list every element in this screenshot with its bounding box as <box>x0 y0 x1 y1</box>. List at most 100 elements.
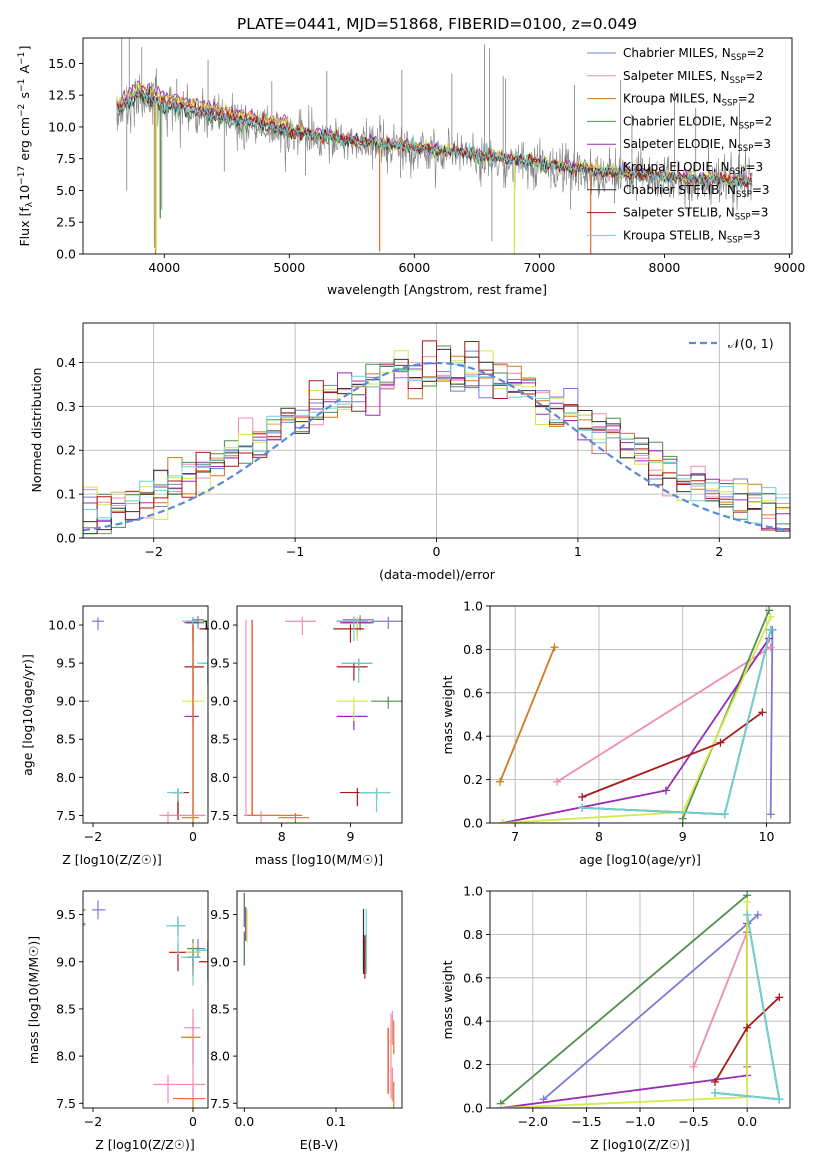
legend-label: Salpeter ELODIE, NSSP=3 <box>623 137 771 154</box>
y-tick-label: 10.0 <box>48 618 76 633</box>
chart-mass_vs_Z: −2 0 7.5 8.0 8.5 9.0 9.5 mass [log10(M/M☉)] Z [l… <box>26 890 209 1152</box>
x-tick-label: 0 <box>433 544 441 559</box>
y-tick-label: 9.5 <box>56 907 76 922</box>
y-tick-label: 7.5 <box>210 1096 230 1111</box>
legend-label: Salpeter MILES, NSSP=2 <box>623 69 763 86</box>
y-tick-label: 0.4 <box>463 729 483 744</box>
axes-frame <box>489 605 791 824</box>
plot-area-weight_vs_Z <box>496 891 784 1108</box>
chart-spectrum: 4000 5000 6000 7000 8000 9000 0.0 2.5 5.0 7.5 10.0… <box>17 37 806 297</box>
x-tick-label: 8 <box>595 829 603 844</box>
x-tick-label: 0 <box>189 1114 197 1129</box>
plot-area-spectrum <box>116 38 753 254</box>
x-axis-label: Z [log10(Z/Z☉)] <box>62 852 162 867</box>
legend-label: Kroupa MILES, NSSP=2 <box>623 92 755 109</box>
x-tick-label: 8 <box>278 829 286 844</box>
axes-frame <box>82 37 793 255</box>
x-axis-label: (data-model)/error <box>379 567 496 582</box>
weight-line <box>581 711 763 798</box>
plot-area-age_vs_Z <box>83 615 208 823</box>
y-tick-label: 10.0 <box>202 618 230 633</box>
y-tick-label: 8.5 <box>210 1001 230 1016</box>
y-tick-label: 9.5 <box>210 907 230 922</box>
plot-area-residuals <box>83 340 790 538</box>
y-tick-label: 0.2 <box>463 772 483 787</box>
y-axis-label: age [log10(age/yr)] <box>20 654 35 776</box>
plot-area-weight_vs_age <box>496 606 777 823</box>
y-axis-label: mass weight <box>440 960 455 1039</box>
y-tick-label: 0.1 <box>56 487 76 502</box>
x-tick-label: 9000 <box>774 260 806 275</box>
y-tick-label: 9.0 <box>210 694 230 709</box>
plot-area-age_vs_mass <box>243 615 402 823</box>
y-tick-label: 0.6 <box>463 970 483 985</box>
legend-label: Kroupa ELODIE, NSSP=3 <box>623 160 763 177</box>
normal-curve <box>83 361 790 532</box>
y-tick-label: 0.8 <box>463 642 483 657</box>
y-tick-label: 0.6 <box>463 685 483 700</box>
legend-label: Chabrier STELIB, NSSP=3 <box>623 183 770 200</box>
x-tick-label: 5000 <box>273 260 305 275</box>
weight-line <box>500 923 748 1108</box>
x-tick-label: −1 <box>286 544 304 559</box>
y-tick-label: 9.0 <box>210 954 230 969</box>
plot-area-mass_vs_ebv <box>243 892 395 1108</box>
x-tick-label: −1.0 <box>625 1114 655 1129</box>
x-tick-label: 0 <box>189 829 197 844</box>
x-tick-label: 0.0 <box>234 1114 254 1129</box>
x-axis-label: E(B-V) <box>300 1137 339 1152</box>
x-tick-label: 2 <box>715 544 723 559</box>
y-tick-label: 0.3 <box>56 399 76 414</box>
x-tick-label: 7000 <box>524 260 556 275</box>
x-tick-label: 10 <box>759 829 775 844</box>
y-tick-label: 7.5 <box>210 808 230 823</box>
x-tick-label: −2.0 <box>518 1114 548 1129</box>
x-axis-label: mass [log10(M/M☉)] <box>255 852 383 867</box>
weight-line <box>543 914 759 1100</box>
legend-label: 𝒩(0, 1) <box>728 336 774 351</box>
model-spectrum-line <box>116 89 753 191</box>
x-tick-label: 1 <box>574 544 582 559</box>
weight-line <box>500 894 748 1105</box>
chart-residuals: −2 −1 0 1 2 0.0 0.1 0.2 0.3 0.4 (data-model)/error… <box>29 322 791 582</box>
y-tick-label: 9.0 <box>56 954 76 969</box>
weight-line <box>692 931 748 1068</box>
y-tick-label: 8.0 <box>210 1049 230 1064</box>
y-tick-label: 8.0 <box>56 1049 76 1064</box>
x-axis-label: Z [log10(Z/Z☉)] <box>95 1137 195 1152</box>
legend-label: Chabrier ELODIE, NSSP=2 <box>623 114 772 131</box>
y-axis-label: Normed distribution <box>29 368 44 493</box>
y-tick-label: 1.0 <box>463 884 483 899</box>
axes-frame <box>236 890 403 1109</box>
y-tick-label: 8.5 <box>56 1001 76 1016</box>
chart-age_vs_mass: 8 9 7.5 8.0 8.5 9.0 9.5 10.0 mass [log10(M/M☉)] <box>202 605 403 867</box>
y-tick-label: 0.2 <box>463 1057 483 1072</box>
y-tick-label: 0.2 <box>56 443 76 458</box>
y-tick-label: 8.0 <box>56 770 76 785</box>
x-tick-label: 9 <box>679 829 687 844</box>
y-tick-label: 9.5 <box>210 656 230 671</box>
chart-age_vs_Z: −2 0 7.5 8.0 8.5 9.0 9.5 10.0 Z [log10(Z/Z☉)] age… <box>20 605 209 867</box>
y-tick-label: 7.5 <box>56 808 76 823</box>
x-axis-label: wavelength [Angstrom, rest frame] <box>327 282 547 297</box>
x-axis-label: Z [log10(Z/Z☉)] <box>590 1137 690 1152</box>
y-tick-label: 0.0 <box>463 1101 483 1116</box>
x-tick-label: −2 <box>84 1114 102 1129</box>
x-tick-label: 7 <box>511 829 519 844</box>
x-tick-label: 0.1 <box>326 1114 346 1129</box>
y-tick-label: 7.5 <box>56 151 76 166</box>
legend-label: Chabrier MILES, NSSP=2 <box>623 46 764 63</box>
weight-line <box>556 646 772 783</box>
weight-line <box>499 646 556 783</box>
y-axis-label: mass weight <box>440 675 455 754</box>
x-tick-label: 0.0 <box>737 1114 757 1129</box>
axes-frame <box>82 890 209 1109</box>
plot-area-mass_vs_Z <box>83 900 208 1108</box>
axes-frame <box>82 605 209 824</box>
y-tick-label: 0.0 <box>56 531 76 546</box>
y-axis-label: mass [log10(M/M☉)] <box>26 936 41 1064</box>
y-tick-label: 7.5 <box>56 1096 76 1111</box>
y-tick-label: 0.0 <box>463 816 483 831</box>
y-tick-label: 1.0 <box>463 599 483 614</box>
